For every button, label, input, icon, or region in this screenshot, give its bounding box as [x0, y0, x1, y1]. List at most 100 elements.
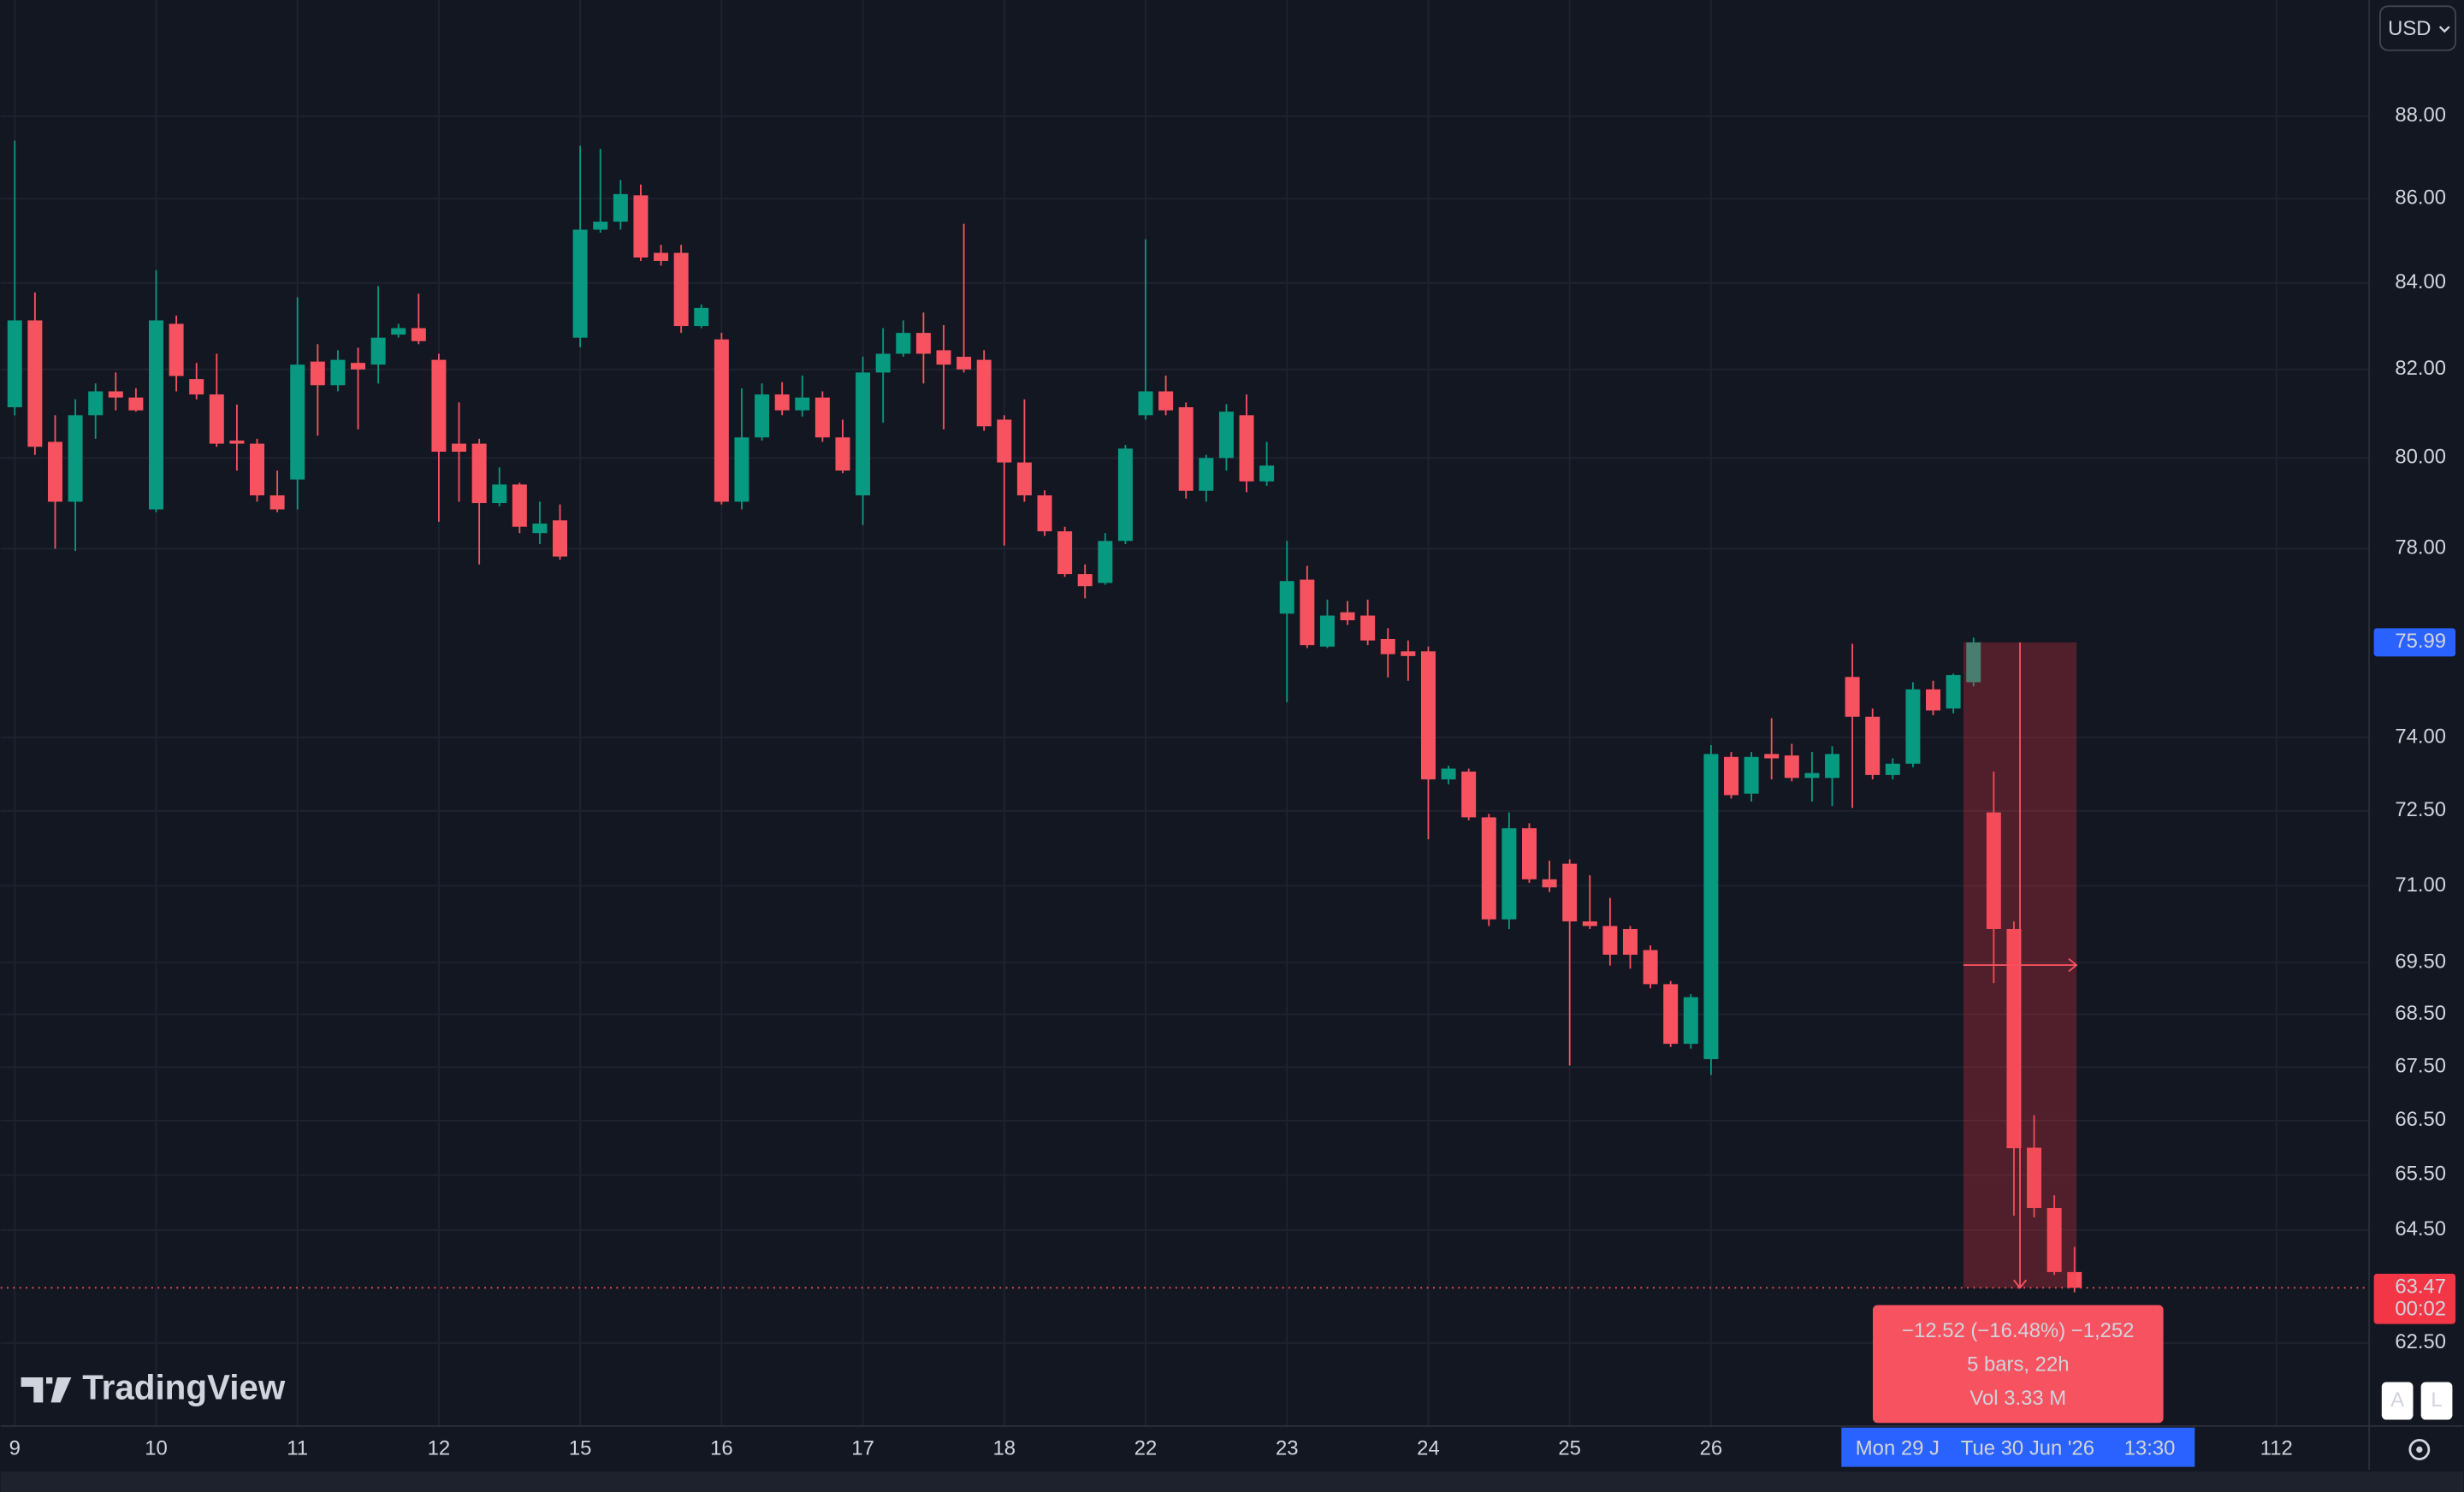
- candle-body: [936, 350, 951, 365]
- y-tick-label: 86.00: [2395, 186, 2446, 210]
- candle-body: [1420, 651, 1436, 780]
- candle-body: [593, 222, 608, 230]
- candle-body: [1905, 689, 1921, 764]
- candle-body: [835, 437, 850, 471]
- candle-body: [1279, 581, 1294, 614]
- candle-body: [915, 333, 931, 354]
- candle-body: [795, 397, 810, 411]
- candle-body: [1360, 615, 1376, 641]
- x-tick-label: 22: [1134, 1437, 1158, 1460]
- candle-body: [1441, 768, 1456, 780]
- settings-icon[interactable]: [2408, 1439, 2431, 1460]
- watermark: TradingView: [82, 1367, 286, 1406]
- candle-body: [1602, 926, 1618, 955]
- x-tick-label: 26: [1700, 1437, 1723, 1460]
- last-price-box: [2373, 1273, 2456, 1324]
- candle-body: [896, 333, 911, 354]
- candle-body: [2027, 1147, 2042, 1208]
- candle-body: [290, 364, 305, 480]
- candle-body: [169, 323, 184, 376]
- candle-body: [310, 361, 325, 386]
- crosshair-label: Tue 30 Jun '26: [1961, 1437, 2094, 1460]
- candle-body: [734, 437, 749, 502]
- candle-body: [1582, 921, 1597, 927]
- candle-body: [1804, 773, 1820, 779]
- y-tick-label: 84.00: [2395, 270, 2446, 293]
- candle-body: [1239, 415, 1254, 482]
- logo-icon: [21, 1377, 72, 1403]
- x-tick-label: 9: [9, 1437, 21, 1460]
- candle-body: [694, 307, 709, 327]
- y-tick-label: 71.00: [2395, 873, 2446, 897]
- scale-button[interactable]: [2420, 1382, 2453, 1420]
- candle-body: [1259, 465, 1275, 482]
- grid: [0, 0, 2370, 1426]
- candle-body: [249, 443, 264, 496]
- start-price-label: 75.99: [2395, 630, 2446, 653]
- candle-body: [774, 394, 790, 411]
- candle-body: [351, 363, 366, 370]
- axes: 88.00 86.00 84.00 82.00 80.00 78.00 74.00 72.50…: [9, 104, 2456, 1467]
- currency-box[interactable]: [2379, 5, 2456, 51]
- candle-body: [1319, 615, 1335, 647]
- x-tick-label: 12: [428, 1437, 451, 1460]
- candle-body: [1845, 677, 1860, 717]
- candle-body: [512, 484, 527, 527]
- candle-body: [1016, 462, 1032, 496]
- currency-button[interactable]: USD: [2379, 5, 2456, 51]
- crosshair-label: 13:30: [2124, 1437, 2176, 1460]
- y-tick-label: 80.00: [2395, 446, 2446, 469]
- candle-body: [1703, 754, 1719, 1060]
- candle-body: [452, 443, 467, 452]
- candle-body: [976, 359, 992, 427]
- candle-body: [1643, 950, 1658, 985]
- y-tick-label: 74.00: [2395, 725, 2446, 748]
- candle-body: [128, 397, 144, 411]
- candle-body: [1946, 675, 1961, 709]
- candle-body: [391, 328, 406, 335]
- candle-body: [1521, 828, 1537, 879]
- candle-body: [714, 339, 729, 502]
- candle-body: [431, 359, 447, 452]
- currency-label[interactable]: USD: [2388, 17, 2431, 40]
- candle-body: [209, 394, 224, 444]
- candle-body: [1784, 755, 1799, 779]
- measure-text: 5 bars, 22h: [1967, 1353, 2069, 1377]
- candle-body: [1764, 754, 1780, 759]
- candle-body: [2067, 1271, 2082, 1288]
- measure-text: Vol 3.33 M: [1969, 1387, 2066, 1410]
- candle-body: [532, 523, 548, 534]
- candle-body: [1057, 531, 1073, 575]
- candle-body: [2006, 928, 2022, 1149]
- y-tick-label: 67.50: [2395, 1055, 2446, 1078]
- measure-tooltip: [1873, 1305, 2164, 1424]
- candle-body: [1966, 642, 1981, 683]
- crosshair-label: Mon 29 J: [1856, 1437, 1940, 1460]
- start-price-box: [2373, 628, 2456, 657]
- candle-body: [1744, 756, 1759, 794]
- x-tick-label: 10: [145, 1437, 168, 1460]
- candle-body: [1340, 612, 1355, 620]
- candle-body: [1380, 638, 1395, 654]
- x-tick-label: 17: [851, 1437, 874, 1460]
- scale-button-label[interactable]: L: [2431, 1388, 2442, 1412]
- candle-body: [1663, 984, 1679, 1045]
- candle-body: [1622, 928, 1638, 955]
- candle-body: [613, 193, 628, 222]
- gear-center: [2416, 1446, 2423, 1454]
- y-tick-label: 64.50: [2395, 1217, 2446, 1240]
- candle-body: [492, 484, 507, 504]
- candle-body: [814, 397, 830, 438]
- gear[interactable]: [2408, 1439, 2431, 1460]
- candle-body: [633, 195, 649, 258]
- y-tick-label: 69.50: [2395, 950, 2446, 973]
- scale-button[interactable]: [2381, 1382, 2414, 1420]
- candle-body: [1037, 495, 1052, 532]
- candle-body: [1683, 997, 1698, 1045]
- scale-button-label[interactable]: A: [2390, 1388, 2404, 1412]
- candle-body: [1502, 828, 1517, 920]
- candle-body: [1077, 574, 1093, 587]
- candle-body: [1865, 716, 1881, 775]
